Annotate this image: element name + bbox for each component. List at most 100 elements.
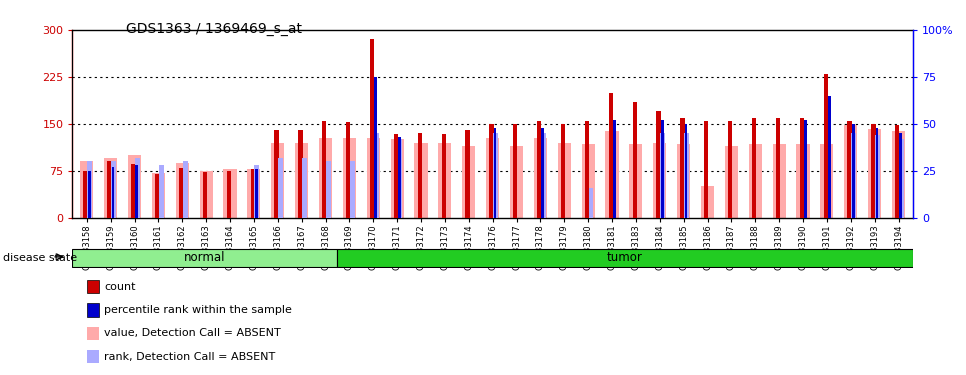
Text: count: count (104, 282, 136, 292)
Bar (871, 124, 875, 218)
Bar (398, 137, 401, 218)
Bar (80, 161, 94, 218)
Bar (398, 139, 403, 218)
Bar (271, 142, 284, 218)
Bar (724, 146, 738, 218)
Bar (374, 77, 377, 218)
Bar (394, 134, 398, 218)
Bar (776, 117, 781, 218)
Bar (588, 188, 593, 218)
Bar (582, 144, 595, 218)
Bar (441, 134, 446, 218)
Bar (752, 117, 756, 218)
Bar (417, 133, 422, 218)
Bar (680, 117, 685, 218)
Bar (295, 142, 308, 218)
FancyBboxPatch shape (336, 249, 913, 267)
Bar (820, 144, 834, 218)
Bar (844, 125, 858, 217)
Bar (728, 121, 732, 218)
Bar (684, 133, 689, 218)
Bar (677, 144, 691, 218)
Bar (868, 129, 881, 217)
Bar (135, 158, 140, 218)
Bar (104, 158, 117, 218)
Bar (701, 186, 714, 218)
Bar (370, 39, 374, 218)
Bar (534, 138, 547, 218)
Bar (135, 165, 138, 218)
Bar (804, 120, 807, 218)
Bar (156, 174, 159, 217)
Bar (302, 158, 307, 218)
Bar (343, 138, 356, 218)
Bar (466, 130, 469, 218)
Bar (227, 171, 231, 217)
Bar (633, 102, 637, 218)
Bar (704, 121, 708, 218)
Bar (561, 124, 565, 218)
Bar (439, 142, 451, 218)
Bar (176, 162, 188, 218)
Bar (319, 138, 332, 218)
Bar (513, 124, 518, 218)
Bar (899, 139, 904, 218)
Text: disease state: disease state (3, 253, 77, 263)
Bar (824, 74, 828, 217)
Bar (107, 161, 112, 218)
Bar (112, 167, 115, 218)
Bar (223, 169, 237, 217)
Bar (255, 169, 258, 217)
Bar (606, 131, 618, 218)
Bar (895, 125, 899, 217)
Bar (493, 133, 497, 218)
Bar (200, 171, 213, 217)
Bar (537, 121, 541, 218)
FancyBboxPatch shape (72, 249, 336, 267)
Bar (875, 135, 880, 218)
Text: tumor: tumor (607, 251, 642, 264)
Bar (346, 122, 351, 218)
Bar (247, 169, 261, 217)
Bar (653, 142, 667, 218)
Bar (350, 161, 355, 218)
Bar (152, 172, 165, 217)
Bar (131, 164, 135, 218)
Bar (661, 133, 665, 218)
Bar (557, 142, 571, 218)
Bar (494, 128, 497, 218)
Bar (613, 120, 616, 218)
Bar (250, 170, 255, 217)
Bar (374, 133, 379, 218)
Bar (326, 161, 330, 218)
Bar (158, 165, 163, 218)
Bar (390, 140, 404, 218)
Bar (486, 138, 499, 218)
Bar (183, 161, 187, 218)
Bar (414, 142, 428, 218)
Bar (298, 130, 302, 218)
Bar (278, 158, 283, 218)
Text: value, Detection Call = ABSENT: value, Detection Call = ABSENT (104, 328, 281, 338)
Bar (584, 121, 589, 218)
Bar (83, 171, 88, 217)
Bar (111, 161, 116, 218)
Bar (875, 128, 878, 218)
Bar (797, 144, 810, 218)
Bar (203, 172, 207, 217)
Bar (892, 131, 905, 218)
Bar (541, 128, 544, 218)
Bar (128, 155, 141, 218)
Bar (179, 168, 184, 217)
Bar (323, 121, 327, 218)
Bar (773, 144, 785, 218)
Bar (87, 161, 92, 218)
Text: percentile rank within the sample: percentile rank within the sample (104, 305, 292, 315)
Bar (847, 121, 852, 218)
Bar (851, 133, 856, 218)
Bar (541, 133, 546, 218)
Bar (88, 171, 91, 217)
Bar (254, 165, 259, 218)
Bar (657, 111, 661, 218)
Bar (828, 96, 831, 218)
